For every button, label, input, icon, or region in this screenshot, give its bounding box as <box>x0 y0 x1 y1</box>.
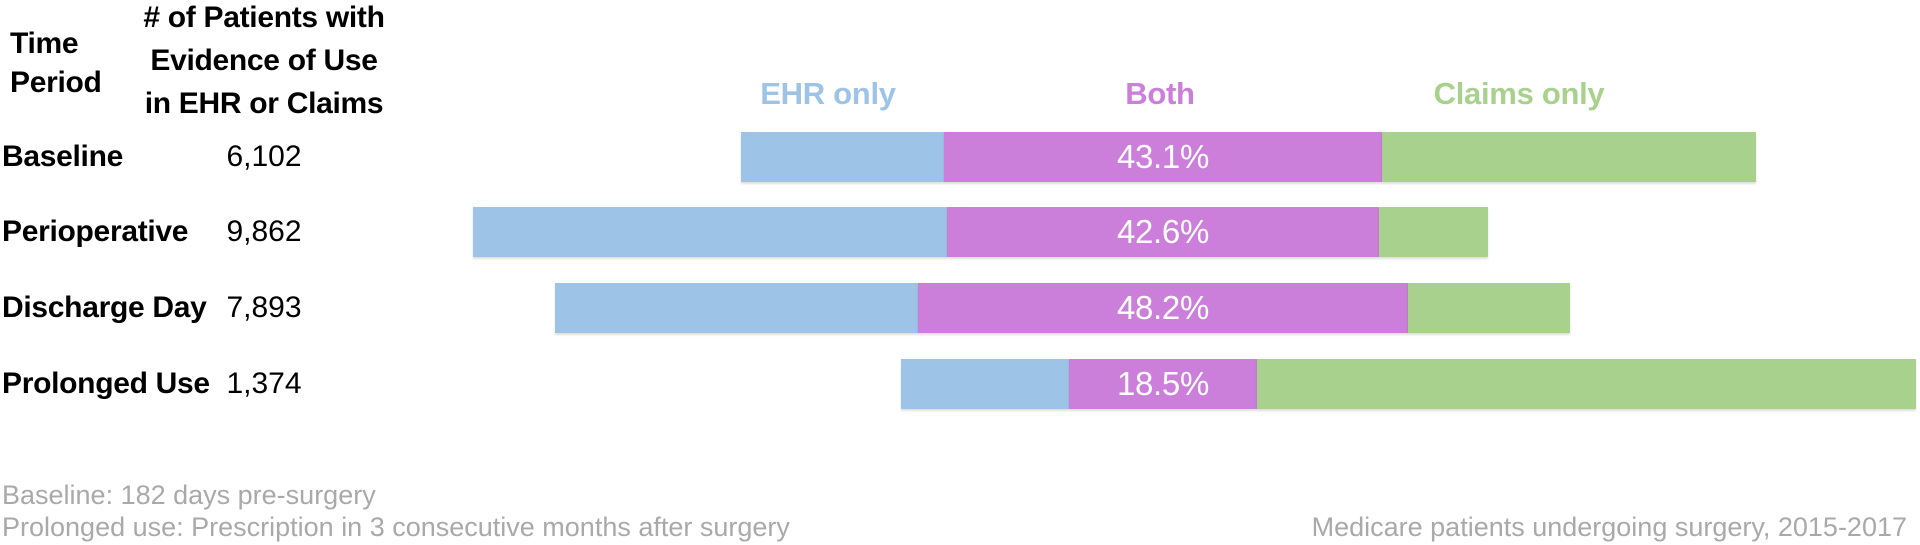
legend-both: Both <box>1125 76 1195 111</box>
footnote-baseline-definition: Baseline: 182 days pre-surgery <box>2 480 376 510</box>
bar-prolonged-use-segment-claims-only <box>1256 359 1916 409</box>
patients-count-header: # of Patients with Evidence of Use in EH… <box>104 0 424 125</box>
bar-discharge-day-segment-claims-only <box>1407 283 1570 333</box>
bar-perioperative-segment-ehr-only <box>472 207 947 257</box>
bar-prolonged-use-segment-ehr-only <box>900 359 1070 409</box>
bar-prolonged-use-segment-both: 18.5% <box>1069 359 1257 409</box>
time-period-header-line1: Time <box>10 27 79 60</box>
footnote-prolonged-definition: Prolonged use: Prescription in 3 consecu… <box>2 512 790 542</box>
row-label-prolonged-use: Prolonged Use <box>2 367 210 400</box>
bar-baseline-segment-claims-only <box>1381 132 1757 182</box>
both-percent-label-perioperative: 42.6% <box>1116 213 1210 250</box>
bar-baseline-segment-ehr-only <box>741 132 945 182</box>
legend-claims-only: Claims only <box>1433 76 1605 111</box>
row-count-prolonged-use: 1,374 <box>226 367 302 400</box>
row-label-perioperative: Perioperative <box>2 215 189 248</box>
time-period-header-line2: Period <box>10 66 102 99</box>
row-label-baseline: Baseline <box>2 140 123 173</box>
time-period-header: Time Period <box>10 24 102 102</box>
footnote-population: Medicare patients undergoing surgery, 20… <box>1311 512 1907 542</box>
row-count-perioperative: 9,862 <box>226 215 302 248</box>
both-percent-label-prolonged-use: 18.5% <box>1116 365 1210 402</box>
patients-count-header-line2: Evidence of Use <box>150 44 378 77</box>
bar-perioperative-segment-both: 42.6% <box>946 207 1380 257</box>
patients-count-header-line1: # of Patients with <box>143 1 385 34</box>
both-percent-label-baseline: 43.1% <box>1116 138 1210 175</box>
both-percent-label-discharge-day: 48.2% <box>1116 289 1210 326</box>
patients-count-header-line3: in EHR or Claims <box>144 87 384 120</box>
row-label-discharge-day: Discharge Day <box>2 291 207 324</box>
footnotes-left: Baseline: 182 days pre-surgery Prolonged… <box>2 479 790 543</box>
row-count-baseline: 6,102 <box>226 140 302 173</box>
bar-discharge-day-segment-ehr-only <box>555 283 919 333</box>
legend-ehr-only: EHR only <box>760 76 896 111</box>
bar-discharge-day-segment-both: 48.2% <box>918 283 1408 333</box>
bar-baseline-segment-both: 43.1% <box>944 132 1382 182</box>
bar-perioperative-segment-claims-only <box>1379 207 1488 257</box>
row-count-discharge-day: 7,893 <box>226 291 302 324</box>
